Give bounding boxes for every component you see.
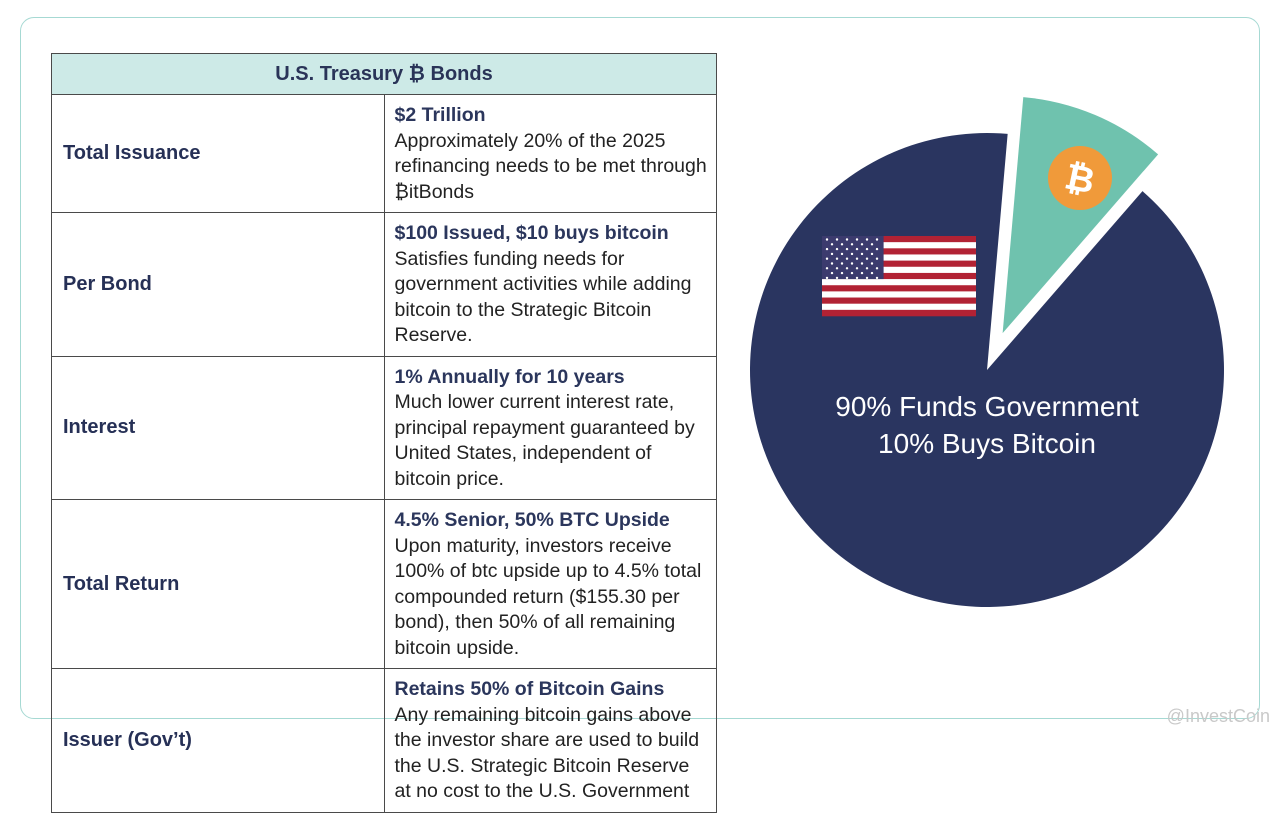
pie-chart: ₿ 90% Funds Government 10% Buys Bitcoin	[750, 97, 1224, 608]
row-description: 4.5% Senior, 50% BTC Upside Upon maturit…	[383, 499, 717, 669]
bitcoin-icon: ₿	[1048, 146, 1112, 210]
row-heading: $100 Issued, $10 buys bitcoin	[394, 222, 669, 244]
row-description: 1% Annually for 10 years Much lower curr…	[383, 355, 717, 500]
us-flag-icon	[822, 236, 976, 317]
table-row: Issuer (Gov’t) Retains 50% of Bitcoin Ga…	[51, 668, 717, 813]
table-row: Interest 1% Annually for 10 years Much l…	[51, 355, 717, 500]
row-label: Total Return	[51, 499, 385, 669]
row-heading: Retains 50% of Bitcoin Gains	[394, 678, 665, 700]
row-label: Per Bond	[51, 212, 385, 357]
row-description: $100 Issued, $10 buys bitcoin Satisfies …	[383, 212, 717, 357]
row-heading: 1% Annually for 10 years	[394, 365, 625, 388]
table-title: U.S. Treasury ₿ Bonds	[51, 53, 717, 95]
row-heading: $2 Trillion	[394, 104, 486, 126]
pie-slice-buys-bitcoin	[1002, 97, 1159, 334]
row-body: Much lower current interest rate, princi…	[394, 391, 695, 490]
row-label: Issuer (Gov’t)	[51, 668, 385, 813]
row-body: Upon maturity, investors receive 100% of…	[394, 534, 702, 659]
row-body: Satisfies funding needs for government a…	[394, 247, 692, 347]
row-description: Retains 50% of Bitcoin Gains Any remaini…	[383, 668, 717, 813]
slice-label: 90% Funds Government	[835, 391, 1139, 422]
table-row: Total Issuance $2 Trillion Approximately…	[51, 94, 717, 213]
watermark: @InvestCoin	[1166, 706, 1270, 726]
row-description: $2 Trillion Approximately 20% of the 202…	[383, 94, 717, 213]
table-row: Per Bond $100 Issued, $10 buys bitcoin S…	[51, 212, 717, 357]
slice-label: 10% Buys Bitcoin	[878, 428, 1096, 459]
row-body: Approximately 20% of the 2025 refinancin…	[394, 129, 707, 203]
row-body: Any remaining bitcoin gains above the in…	[394, 703, 700, 803]
table-row: Total Return 4.5% Senior, 50% BTC Upside…	[51, 499, 717, 669]
bond-table: U.S. Treasury ₿ Bonds Total Issuance $2 …	[51, 53, 717, 813]
row-label: Total Issuance	[51, 94, 385, 213]
row-heading: 4.5% Senior, 50% BTC Upside	[394, 509, 670, 531]
pie-slice-funds-government	[750, 133, 1224, 608]
row-label: Interest	[51, 355, 385, 500]
